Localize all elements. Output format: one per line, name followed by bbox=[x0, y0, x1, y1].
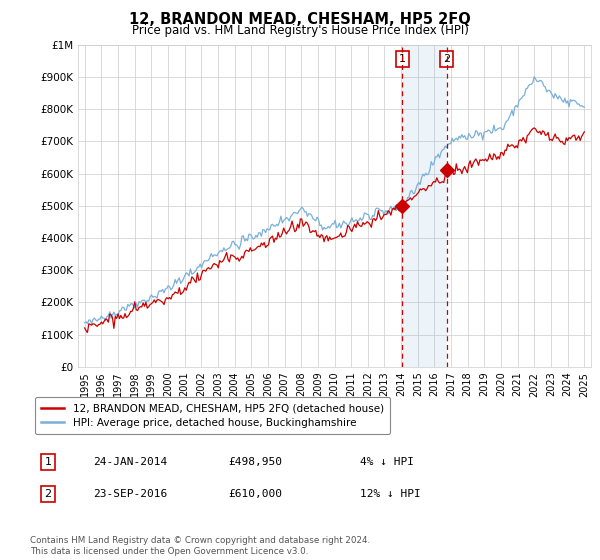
Text: Price paid vs. HM Land Registry's House Price Index (HPI): Price paid vs. HM Land Registry's House … bbox=[131, 24, 469, 36]
Legend: 12, BRANDON MEAD, CHESHAM, HP5 2FQ (detached house), HPI: Average price, detache: 12, BRANDON MEAD, CHESHAM, HP5 2FQ (deta… bbox=[35, 397, 390, 435]
Text: 1: 1 bbox=[44, 457, 52, 467]
Text: 4% ↓ HPI: 4% ↓ HPI bbox=[360, 457, 414, 467]
Text: £498,950: £498,950 bbox=[228, 457, 282, 467]
Text: 12, BRANDON MEAD, CHESHAM, HP5 2FQ: 12, BRANDON MEAD, CHESHAM, HP5 2FQ bbox=[129, 12, 471, 27]
Bar bbox=[402, 45, 446, 367]
Text: Contains HM Land Registry data © Crown copyright and database right 2024.
This d: Contains HM Land Registry data © Crown c… bbox=[30, 536, 370, 556]
Text: £610,000: £610,000 bbox=[228, 489, 282, 499]
Text: 24-JAN-2014: 24-JAN-2014 bbox=[93, 457, 167, 467]
Text: 12% ↓ HPI: 12% ↓ HPI bbox=[360, 489, 421, 499]
Text: 2: 2 bbox=[443, 54, 450, 64]
Point bbox=[442, 166, 451, 175]
Text: 23-SEP-2016: 23-SEP-2016 bbox=[93, 489, 167, 499]
Text: 2: 2 bbox=[44, 489, 52, 499]
Text: 1: 1 bbox=[399, 54, 406, 64]
Point bbox=[397, 202, 407, 211]
